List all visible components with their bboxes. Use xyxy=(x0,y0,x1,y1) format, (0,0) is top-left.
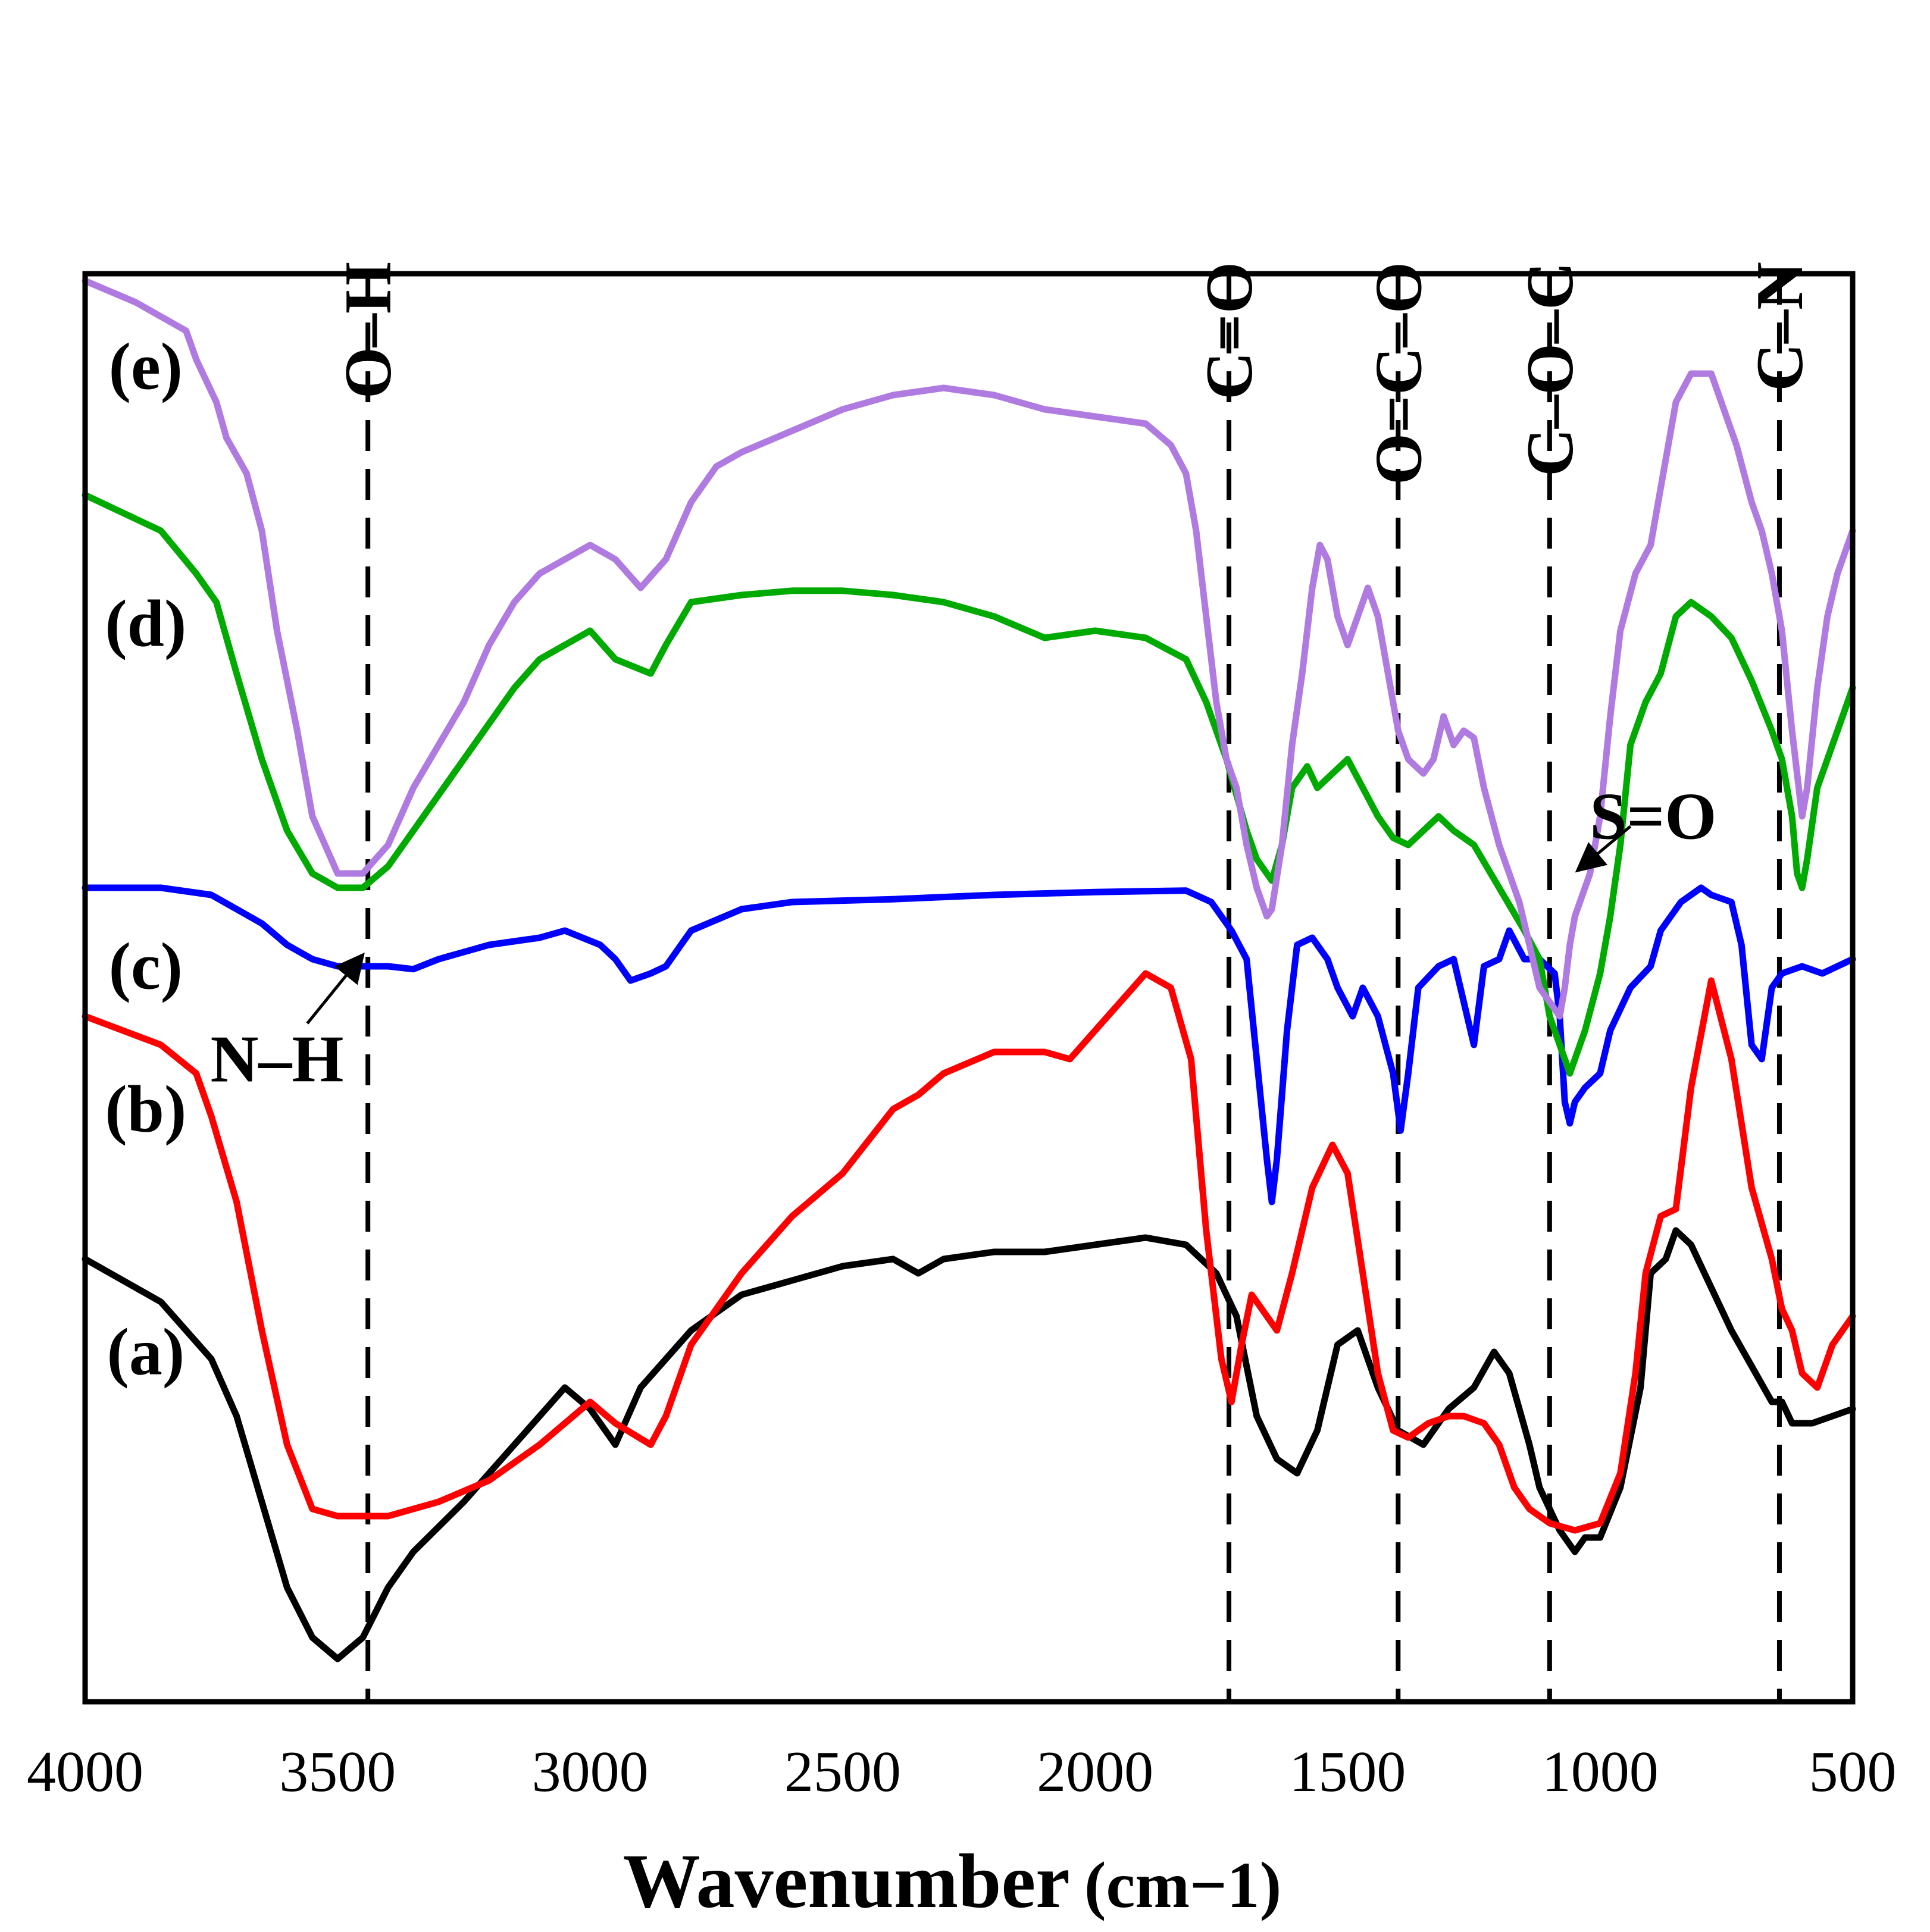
annotation-arrow xyxy=(306,952,365,1025)
annotation-arrow xyxy=(1575,825,1632,873)
series-line xyxy=(82,1227,1856,1662)
x-tick-label: 1500 xyxy=(1289,1740,1406,1804)
series-labels: (a) (b) (c) (d) (e) xyxy=(105,330,186,1389)
series-label: (a) xyxy=(107,1316,185,1389)
x-tick-label: 3500 xyxy=(279,1740,396,1804)
band-marker-label: C–N xyxy=(1743,262,1817,392)
annotation-label: N–H xyxy=(210,1023,343,1097)
plot-frame xyxy=(82,271,1856,1705)
band-marker-label: O=C–O xyxy=(1362,262,1435,485)
x-axis-title: Wavenumber (cm−1) xyxy=(623,1839,1282,1924)
annotation-label: S=O xyxy=(1590,780,1716,854)
x-tick-label: 500 xyxy=(1809,1740,1897,1804)
x-tick-label: 3000 xyxy=(532,1740,649,1804)
series-line xyxy=(82,491,1856,1077)
x-axis-ticks: 4000 3500 3000 2500 2000 1500 1000 500 xyxy=(27,1740,1897,1804)
x-axis-title-unit: (cm−1) xyxy=(1084,1849,1281,1921)
band-marker-label: O–H xyxy=(331,262,405,399)
x-tick-label: 2000 xyxy=(1037,1740,1153,1804)
series-label: (e) xyxy=(109,330,183,404)
series-label: (d) xyxy=(105,587,186,661)
band-marker-labels: O–H C=O O=C–O C–O–C C–N xyxy=(331,262,1817,485)
x-tick-label: 2500 xyxy=(784,1740,901,1804)
series-label: (c) xyxy=(109,930,183,1004)
band-marker-label: C=O xyxy=(1193,262,1266,400)
series-layer xyxy=(82,277,1856,1662)
x-tick-label: 1000 xyxy=(1542,1740,1659,1804)
series-line xyxy=(82,884,1856,1205)
x-tick-label: 4000 xyxy=(27,1740,143,1804)
band-marker-lines xyxy=(365,274,1782,1702)
series-line xyxy=(82,970,1856,1534)
x-axis-title-text: Wavenumber xyxy=(623,1839,1070,1924)
series-label: (b) xyxy=(105,1073,186,1147)
series-line xyxy=(82,277,1856,1020)
band-marker-label: C–O–C xyxy=(1513,262,1587,477)
annotations: N–H S=O xyxy=(210,780,1716,1097)
